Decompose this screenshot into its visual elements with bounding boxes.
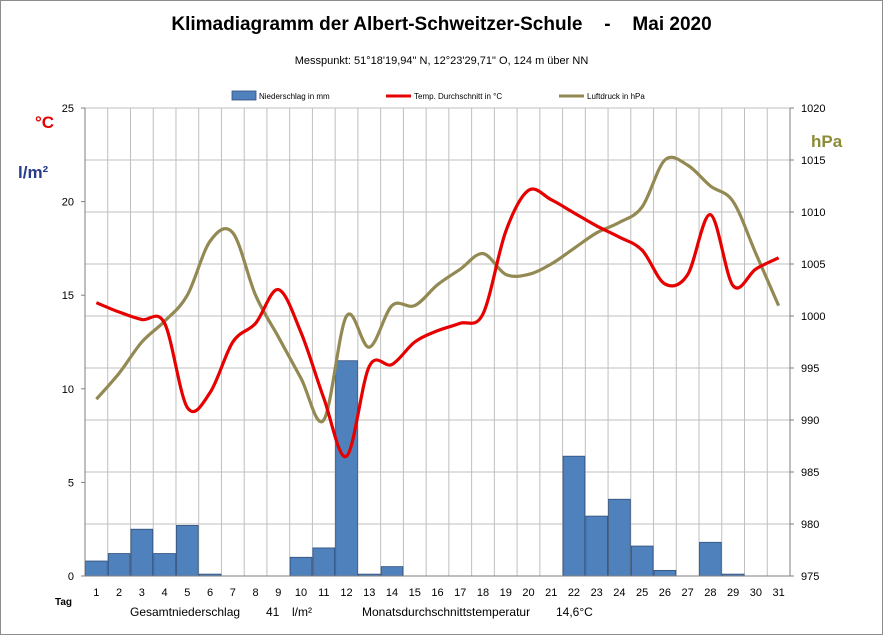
- celsius-unit-label: °C: [35, 113, 55, 132]
- x-tick-label: 3: [139, 587, 145, 599]
- x-tick-label: 28: [704, 587, 716, 599]
- x-tick-label: 20: [522, 587, 534, 599]
- legend-swatch-precip: [231, 90, 257, 101]
- pressure-line: [95, 155, 781, 424]
- legend: Niederschlag in mm Temp. Durchschnitt in …: [231, 90, 645, 101]
- precip-unit-label: l/m²: [18, 163, 49, 182]
- x-tick-label: 19: [500, 587, 512, 599]
- precip-bar: [312, 547, 336, 577]
- right-tick-label: 1005: [801, 259, 825, 271]
- pressure-unit-label: hPa: [811, 132, 843, 151]
- legend-label-temp: Temp. Durchschnitt in °C: [414, 92, 502, 101]
- x-tick-label: 30: [750, 587, 762, 599]
- temperature-line: [95, 187, 780, 458]
- total-precip-label: Gesamtniederschlag: [130, 605, 241, 619]
- x-tick-label: 2: [116, 587, 122, 599]
- x-tick-label: 14: [386, 587, 398, 599]
- x-tick-label: 17: [454, 587, 466, 599]
- precip-bar: [176, 525, 199, 577]
- precip-bar: [699, 541, 722, 577]
- x-tick-label: 23: [591, 587, 603, 599]
- right-tick-label: 990: [801, 415, 819, 427]
- x-tick-label: 4: [162, 587, 168, 599]
- right-tick-label: 1000: [801, 311, 825, 323]
- title-separator: -: [604, 14, 611, 35]
- precip-bar: [653, 569, 677, 577]
- bar-layer: [85, 360, 745, 577]
- x-tick-label: 22: [568, 587, 580, 599]
- x-axis-label: Tag: [55, 597, 73, 608]
- precip-bar: [289, 556, 313, 577]
- title-main: Klimadiagramm der Albert-Schweitzer-Schu…: [171, 14, 583, 35]
- left-tick-label: 10: [62, 384, 74, 396]
- precip-bar: [85, 560, 108, 577]
- precip-bar: [107, 553, 131, 577]
- avg-temp-value: 14,6°C: [556, 605, 593, 619]
- x-tick-label: 9: [275, 587, 281, 599]
- x-tick-label: 13: [363, 587, 375, 599]
- title-month: Mai 2020: [632, 14, 712, 35]
- x-tick-label: 24: [613, 587, 625, 599]
- chart-title: Klimadiagramm der Albert-Schweitzer-Schu…: [0, 14, 883, 36]
- left-tick-label: 0: [68, 571, 74, 583]
- axis-layer: 0510152025975980985990995100010051010101…: [62, 103, 826, 599]
- avg-temp-label: Monatsdurchschnittstemperatur: [362, 605, 531, 619]
- x-tick-label: 29: [727, 587, 739, 599]
- x-tick-label: 7: [230, 587, 236, 599]
- right-tick-label: 975: [801, 571, 819, 583]
- x-tick-label: 31: [773, 587, 785, 599]
- x-tick-label: 27: [682, 587, 694, 599]
- left-tick-label: 15: [62, 290, 74, 302]
- total-precip-unit: l/m²: [292, 605, 312, 619]
- precip-bar: [562, 455, 586, 577]
- legend-label-precip: Niederschlag in mm: [259, 92, 330, 101]
- x-tick-label: 6: [207, 587, 213, 599]
- x-tick-label: 10: [295, 587, 307, 599]
- right-tick-label: 1020: [801, 103, 825, 115]
- precip-bar: [335, 360, 358, 577]
- right-tick-label: 985: [801, 467, 819, 479]
- precip-bar: [585, 515, 608, 577]
- x-tick-label: 8: [253, 587, 259, 599]
- precip-bar: [630, 545, 654, 577]
- left-tick-label: 20: [62, 197, 74, 209]
- x-tick-label: 16: [431, 587, 443, 599]
- chart-subtitle: Messpunkt: 51°18'19,94" N, 12°23'29,71" …: [294, 55, 589, 67]
- right-tick-label: 1010: [801, 207, 825, 219]
- x-tick-label: 11: [318, 587, 329, 599]
- x-tick-label: 25: [636, 587, 648, 599]
- line-layer: [95, 155, 781, 458]
- left-tick-label: 5: [68, 477, 74, 489]
- right-tick-label: 1015: [801, 155, 825, 167]
- x-tick-label: 1: [93, 587, 99, 599]
- x-tick-label: 18: [477, 587, 489, 599]
- x-tick-label: 21: [545, 587, 557, 599]
- precip-bar: [130, 528, 154, 577]
- x-tick-label: 12: [340, 587, 352, 599]
- precip-bar: [153, 553, 176, 577]
- precip-bar: [608, 498, 631, 577]
- legend-label-pressure: Luftdruck in hPa: [587, 92, 645, 101]
- right-tick-label: 995: [801, 363, 819, 375]
- x-tick-label: 5: [184, 587, 190, 599]
- grid-layer: [84, 107, 791, 577]
- total-precip-value: 41: [266, 605, 280, 619]
- x-tick-label: 15: [409, 587, 421, 599]
- x-tick-label: 26: [659, 587, 671, 599]
- right-tick-label: 980: [801, 519, 819, 531]
- precip-bar: [380, 566, 404, 577]
- left-tick-label: 25: [62, 103, 74, 115]
